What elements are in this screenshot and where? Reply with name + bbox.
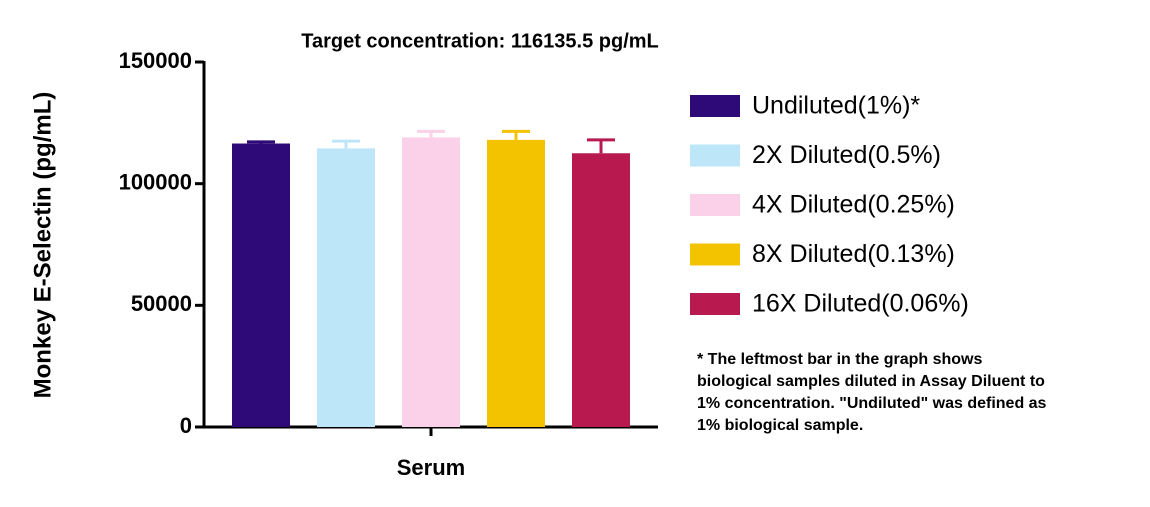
chart-title: Target concentration: 116135.5 pg/mL (301, 30, 659, 52)
legend-label: 16X Diluted(0.06%) (752, 290, 969, 318)
bar (317, 148, 375, 427)
bar (487, 139, 545, 427)
footnote: 1% biological sample. (697, 417, 863, 434)
legend-label: 2X Diluted(0.5%) (752, 141, 941, 169)
footnote: * The leftmost bar in the graph shows (697, 351, 982, 368)
bar (402, 137, 460, 427)
legend-swatch (690, 243, 740, 266)
y-tick-label: 0 (180, 413, 192, 438)
y-axis-label: Monkey E-Selectin (pg/mL) (29, 92, 56, 399)
footnote: 1% concentration. "Undiluted" was define… (697, 395, 1047, 412)
error-bar (332, 139, 360, 149)
y-tick-label: 150000 (119, 48, 192, 73)
legend-swatch (690, 293, 740, 315)
legend-label: 8X Diluted(0.13%) (752, 240, 955, 268)
y-tick-label: 100000 (119, 169, 192, 194)
footnote: biological samples diluted in Assay Dilu… (697, 373, 1045, 390)
error-bar (502, 129, 530, 140)
legend-label: Undiluted(1%)* (752, 92, 920, 120)
error-bar (587, 138, 615, 154)
legend-swatch (690, 95, 740, 117)
legend-label: 4X Diluted(0.25%) (752, 191, 955, 219)
legend-swatch (690, 194, 740, 216)
legend-swatch (690, 144, 740, 167)
y-tick-label: 50000 (131, 291, 192, 316)
bar (572, 153, 630, 427)
error-bar (417, 129, 445, 138)
bar (232, 143, 290, 427)
error-bar (247, 140, 275, 144)
x-tick-label: Serum (397, 455, 465, 480)
